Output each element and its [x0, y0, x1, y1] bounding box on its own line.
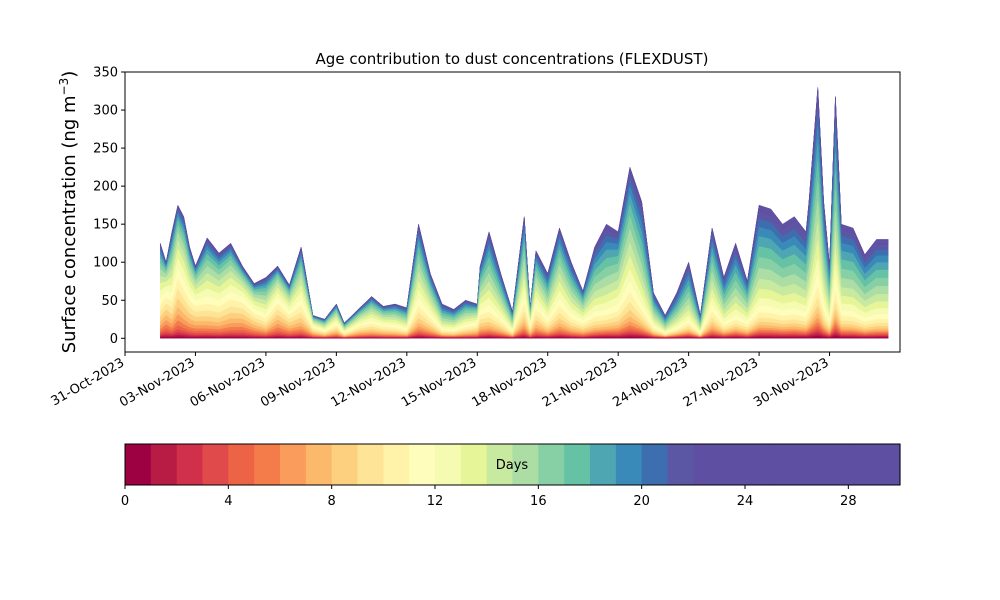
y-axis-label-superscript: −3 [57, 78, 71, 96]
x-tick-label: 27-Nov-2023 [681, 355, 761, 410]
y-axis: 0 50 100 150 200 250 300 350 [93, 66, 125, 347]
y-axis-label-text: Surface concentration (ng m [59, 95, 80, 353]
plot-frame [124, 71, 901, 353]
x-tick-label: 30-Nov-2023 [751, 355, 831, 410]
colorbar-swatch [564, 444, 591, 485]
colorbar-swatch [228, 444, 255, 485]
colorbar-swatch [150, 444, 178, 485]
colorbar-swatch [176, 444, 204, 485]
y-tick-label: 150 [93, 218, 118, 233]
colorbar-swatch [460, 444, 488, 485]
colorbar-tick-label: 16 [530, 494, 547, 509]
colorbar-swatch [641, 444, 669, 485]
x-tick-label: 03-Nov-2023 [117, 355, 197, 410]
y-axis-label-close: ) [59, 71, 80, 78]
colorbar-swatch [435, 444, 462, 485]
y-axis-label: Surface concentration (ng m−3) [57, 71, 80, 354]
colorbar-swatch [486, 444, 514, 485]
x-tick-label: 15-Nov-2023 [399, 355, 479, 410]
x-tick-label: 24-Nov-2023 [610, 355, 690, 410]
chart-title: Age contribution to dust concentrations … [316, 50, 709, 68]
colorbar-tick-label: 12 [427, 494, 444, 509]
y-tick-label: 350 [93, 66, 118, 81]
colorbar-swatch [202, 444, 229, 485]
colorbar-swatch [125, 444, 152, 485]
colorbar-tick-label: 0 [121, 494, 129, 509]
x-tick-label: 12-Nov-2023 [329, 355, 409, 410]
colorbar-tick-label: 4 [224, 494, 232, 509]
colorbar-swatch [615, 444, 643, 485]
colorbar-swatch [409, 444, 436, 485]
colorbar-swatch [280, 444, 307, 485]
x-tick-label: 09-Nov-2023 [258, 355, 338, 410]
y-tick-label: 300 [93, 104, 118, 119]
y-tick-label: 100 [93, 256, 118, 271]
colorbar-swatch [254, 444, 281, 485]
colorbar-swatch [667, 444, 694, 485]
x-tick-label: 18-Nov-2023 [469, 355, 549, 410]
colorbar-swatch [357, 444, 384, 485]
colorbar: 0 4 8 12 16 20 24 28 [121, 444, 901, 509]
x-tick-label: 31-Oct-2023 [49, 355, 127, 409]
colorbar-swatch [745, 444, 772, 485]
colorbar-swatch [383, 444, 410, 485]
colorbar-tick-label: 20 [633, 494, 650, 509]
stacked-area-series [160, 87, 889, 339]
colorbar-swatch [331, 444, 359, 485]
colorbar-swatch [874, 444, 901, 485]
y-tick-label: 0 [110, 332, 118, 347]
colorbar-label: Days [496, 458, 529, 473]
colorbar-swatch [693, 444, 720, 485]
colorbar-swatch [796, 444, 824, 485]
colorbar-swatch [512, 444, 539, 485]
colorbar-swatch [719, 444, 746, 485]
x-tick-label: 06-Nov-2023 [188, 355, 268, 410]
colorbar-swatch [538, 444, 565, 485]
y-tick-label: 50 [101, 294, 118, 309]
y-tick-label: 250 [93, 142, 118, 157]
y-tick-label: 200 [93, 180, 118, 195]
colorbar-swatch [822, 444, 849, 485]
x-tick-label: 21-Nov-2023 [540, 355, 620, 410]
colorbar-tick-label: 28 [840, 494, 857, 509]
x-axis: 31-Oct-202303-Nov-202306-Nov-202309-Nov-… [49, 352, 832, 410]
colorbar-swatch [590, 444, 617, 485]
age-band-0-area [160, 335, 889, 339]
colorbar-swatch [305, 444, 333, 485]
colorbar-tick-label: 24 [737, 494, 754, 509]
colorbar-frame [124, 443, 901, 486]
colorbar-tick-label: 8 [328, 494, 336, 509]
colorbar-swatch [848, 444, 875, 485]
colorbar-swatch [770, 444, 798, 485]
